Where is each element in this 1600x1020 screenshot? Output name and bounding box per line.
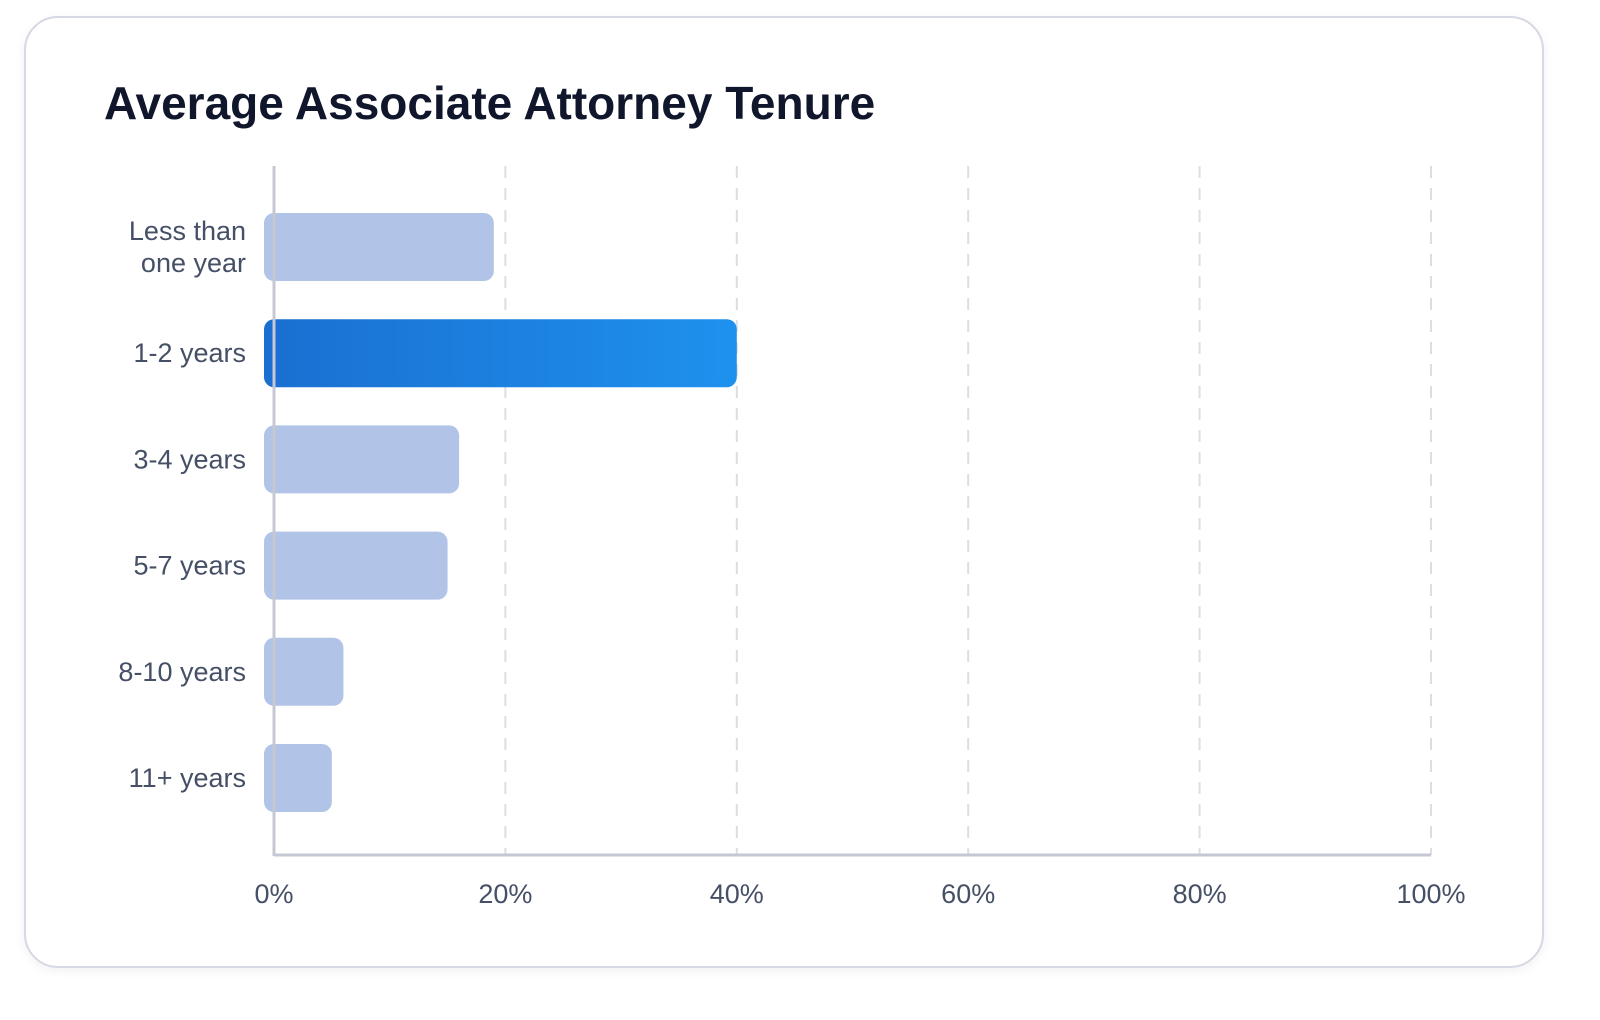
x-tick-label-0: 0% bbox=[254, 879, 293, 909]
category-labels: Less than one year 1-2 years 3-4 years 5-7 y… bbox=[118, 216, 246, 793]
category-label-line: 3-4 years bbox=[133, 444, 246, 474]
bar-0 bbox=[264, 213, 494, 281]
category-label-line: 11+ years bbox=[129, 763, 246, 793]
category-label-1: 1-2 years bbox=[133, 338, 246, 368]
grid-lines bbox=[504, 166, 1432, 855]
bars bbox=[264, 213, 737, 812]
x-tick-label-2: 40% bbox=[710, 879, 764, 909]
category-label-2: 3-4 years bbox=[133, 444, 246, 474]
category-label-line: Less than bbox=[129, 216, 246, 246]
category-label-line: 5-7 years bbox=[133, 551, 246, 581]
category-label-3: 5-7 years bbox=[133, 551, 246, 581]
category-label-line: 8-10 years bbox=[118, 657, 246, 687]
x-tick-label-1: 20% bbox=[478, 879, 532, 909]
bar-5 bbox=[264, 744, 332, 812]
x-tick-label-5: 100% bbox=[1396, 879, 1465, 909]
bar-3 bbox=[264, 531, 448, 600]
category-label-5: 11+ years bbox=[129, 763, 246, 793]
category-label-0: Less than one year bbox=[129, 216, 246, 278]
x-tick-label-3: 60% bbox=[941, 879, 995, 909]
category-label-4: 8-10 years bbox=[118, 657, 246, 687]
category-label-line: one year bbox=[141, 248, 246, 278]
x-tick-labels: 0% 20% 40% 60% 80% 100% bbox=[254, 879, 1465, 909]
chart-title: Average Associate Attorney Tenure bbox=[104, 77, 876, 129]
category-label-line: 1-2 years bbox=[133, 338, 246, 368]
bar-4 bbox=[264, 637, 344, 706]
x-tick-label-4: 80% bbox=[1173, 879, 1227, 909]
bar-1 bbox=[264, 319, 737, 388]
axes bbox=[272, 166, 1431, 857]
bar-2 bbox=[264, 425, 460, 494]
